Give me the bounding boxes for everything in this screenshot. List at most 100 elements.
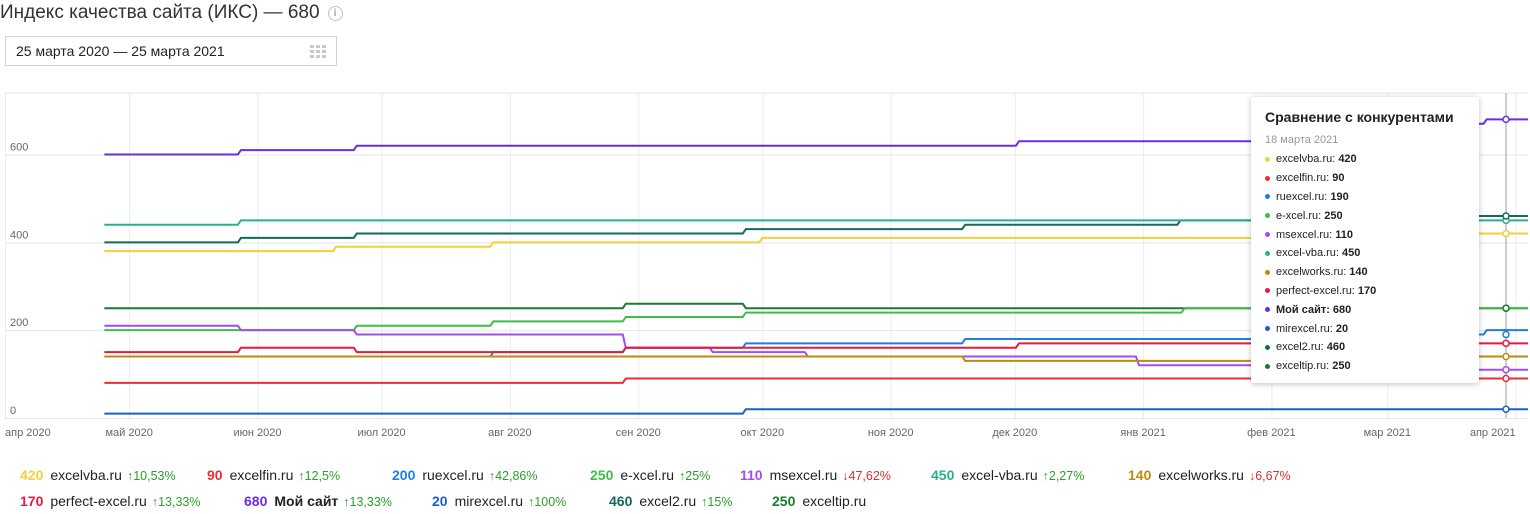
x-tick-label: янв 2021 — [1120, 427, 1165, 439]
tooltip-rows: excelvba.ru: 420 excelfin.ru: 90 ruexcel.ru:… — [1265, 150, 1465, 376]
legend-name: mirexcel.ru — [454, 493, 524, 509]
date-range-picker[interactable]: 25 марта 2020 — 25 марта 2021 — [5, 36, 337, 66]
tooltip-series-value: 450 — [1341, 247, 1361, 260]
tooltip-row: excel2.ru: 460 — [1265, 338, 1465, 357]
tooltip-series-name: Мой сайт: — [1276, 303, 1330, 316]
tooltip-series-value: 90 — [1332, 172, 1345, 185]
tooltip-row: excelworks.ru: 140 — [1265, 263, 1465, 282]
tooltip-row: Мой сайт: 680 — [1265, 300, 1465, 319]
tooltip-row: perfect-excel.ru: 170 — [1265, 282, 1465, 301]
legend-item[interactable]: 250 exceltip.ru — [772, 493, 866, 509]
legend-value: 250 — [772, 493, 796, 509]
x-tick-label: июл 2020 — [358, 427, 406, 439]
tooltip-series-name: perfect-excel.ru: — [1276, 284, 1355, 297]
legend-item[interactable]: 140 excelworks.ru ↓6,67% — [1128, 467, 1291, 483]
legend-value: 460 — [609, 493, 633, 509]
legend-value: 250 — [590, 467, 614, 483]
legend-value: 680 — [244, 493, 268, 509]
legend-item[interactable]: 680 Мой сайт ↑13,33% — [244, 493, 392, 509]
crosshair-marker — [1502, 115, 1510, 124]
tooltip-row: excel-vba.ru: 450 — [1265, 244, 1465, 263]
legend-change: ↑100% — [528, 495, 567, 509]
series-line — [104, 408, 1528, 415]
series-dot-icon — [1265, 307, 1270, 313]
tooltip-date: 18 марта 2021 — [1265, 134, 1339, 146]
series-dot-icon — [1265, 194, 1270, 200]
legend-item[interactable]: 200 ruexcel.ru ↑42,86% — [392, 467, 537, 483]
legend-change: ↑42,86% — [488, 469, 538, 483]
legend-item[interactable]: 110 msexcel.ru ↓47,62% — [740, 467, 891, 483]
tooltip-series-value: 140 — [1349, 266, 1368, 279]
x-tick-label: ноя 2020 — [868, 427, 914, 439]
legend-item[interactable]: 250 e-xcel.ru ↑25% — [590, 467, 710, 483]
tooltip-series-value: 420 — [1338, 153, 1357, 166]
legend-item[interactable]: 90 excelfin.ru ↑12,5% — [207, 467, 340, 483]
tooltip-series-value: 250 — [1332, 360, 1351, 373]
series-line — [104, 232, 1528, 253]
tooltip-row: ruexcel.ru: 190 — [1265, 188, 1465, 207]
legend-name: excelvba.ru — [50, 467, 122, 483]
x-tick-label: апр 2021 — [1470, 427, 1516, 439]
tooltip-series-value: 250 — [1324, 209, 1343, 222]
crosshair-marker — [1502, 212, 1510, 220]
legend-change: ↑12,5% — [298, 469, 341, 483]
x-tick-label: окт 2020 — [741, 427, 785, 439]
y-tick-label: 600 — [10, 141, 28, 153]
legend-value: 20 — [432, 493, 448, 509]
series-dot-icon — [1265, 326, 1270, 332]
y-tick-label: 0 — [10, 405, 16, 417]
series-dot-icon — [1265, 288, 1270, 294]
tooltip-series-name: exceltip.ru: — [1276, 360, 1330, 373]
legend-change: ↑2,27% — [1042, 469, 1085, 483]
calendar-icon — [310, 45, 326, 58]
tooltip-row: e-xcel.ru: 250 — [1265, 206, 1465, 225]
crosshair-marker — [1502, 304, 1510, 312]
crosshair-marker — [1502, 365, 1510, 374]
tooltip-series-value: 170 — [1357, 284, 1377, 297]
crosshair-marker — [1502, 229, 1510, 238]
series-dot-icon — [1265, 363, 1270, 369]
legend-name: e-xcel.ru — [620, 467, 675, 483]
x-tick-label: авг 2020 — [488, 427, 532, 439]
legend-change: ↑13,33% — [343, 495, 392, 509]
tooltip-row: excelvba.ru: 420 — [1265, 150, 1465, 169]
legend-item[interactable]: 460 excel2.ru ↑15% — [609, 493, 732, 509]
series-dot-icon — [1265, 156, 1270, 162]
page-title: Индекс качества сайта (ИКС) — 680 — [0, 2, 320, 23]
legend-value: 110 — [740, 467, 763, 483]
tooltip-series-name: excel-vba.ru: — [1276, 247, 1339, 260]
x-tick-label: мар 2021 — [1364, 427, 1411, 439]
series-line — [104, 377, 1528, 384]
tooltip-series-name: excelworks.ru: — [1276, 266, 1347, 279]
info-circle-icon[interactable]: i — [327, 5, 343, 21]
tooltip-series-name: ruexcel.ru: — [1276, 190, 1328, 203]
legend-item[interactable]: 20 mirexcel.ru ↑100% — [432, 493, 566, 509]
legend-change: ↑13,33% — [151, 495, 201, 509]
legend-item[interactable]: 170 perfect-excel.ru ↑13,33% — [20, 493, 201, 509]
x-tick-label: дек 2020 — [992, 427, 1037, 439]
tooltip-row: excelfin.ru: 90 — [1265, 169, 1465, 188]
series-dot-icon — [1265, 344, 1270, 350]
tooltip-series-name: mirexcel.ru: — [1276, 322, 1333, 335]
legend-name: ruexcel.ru — [422, 467, 484, 483]
tooltip: Сравнение с конкурентами 18 марта 2021 e… — [1251, 97, 1479, 383]
legend-change: ↑25% — [679, 469, 711, 483]
crosshair-marker — [1502, 352, 1510, 361]
legend-value: 420 — [20, 467, 44, 483]
legend-change: ↓47,62% — [842, 469, 891, 483]
tooltip-series-name: excelvba.ru: — [1276, 153, 1336, 166]
tooltip-row: msexcel.ru: 110 — [1265, 225, 1465, 244]
legend-item[interactable]: 420 excelvba.ru ↑10,53% — [20, 467, 176, 483]
legend-row: 420 excelvba.ru ↑10,53% 90 excelfin.ru ↑12,5%… — [20, 462, 1520, 488]
header: Индекс качества сайта (ИКС) — 680 i — [0, 0, 343, 26]
y-tick-label: 400 — [10, 229, 28, 241]
legend-name: exceltip.ru — [802, 493, 867, 509]
legend-name: excelworks.ru — [1158, 467, 1244, 483]
x-tick-label: май 2020 — [105, 427, 152, 439]
legend-name: excel-vba.ru — [961, 467, 1038, 483]
legend-name: excel2.ru — [639, 493, 697, 509]
series-dot-icon — [1265, 269, 1270, 275]
legend-value: 450 — [931, 467, 955, 483]
legend-value: 140 — [1128, 467, 1152, 483]
legend-item[interactable]: 450 excel-vba.ru ↑2,27% — [931, 467, 1084, 483]
